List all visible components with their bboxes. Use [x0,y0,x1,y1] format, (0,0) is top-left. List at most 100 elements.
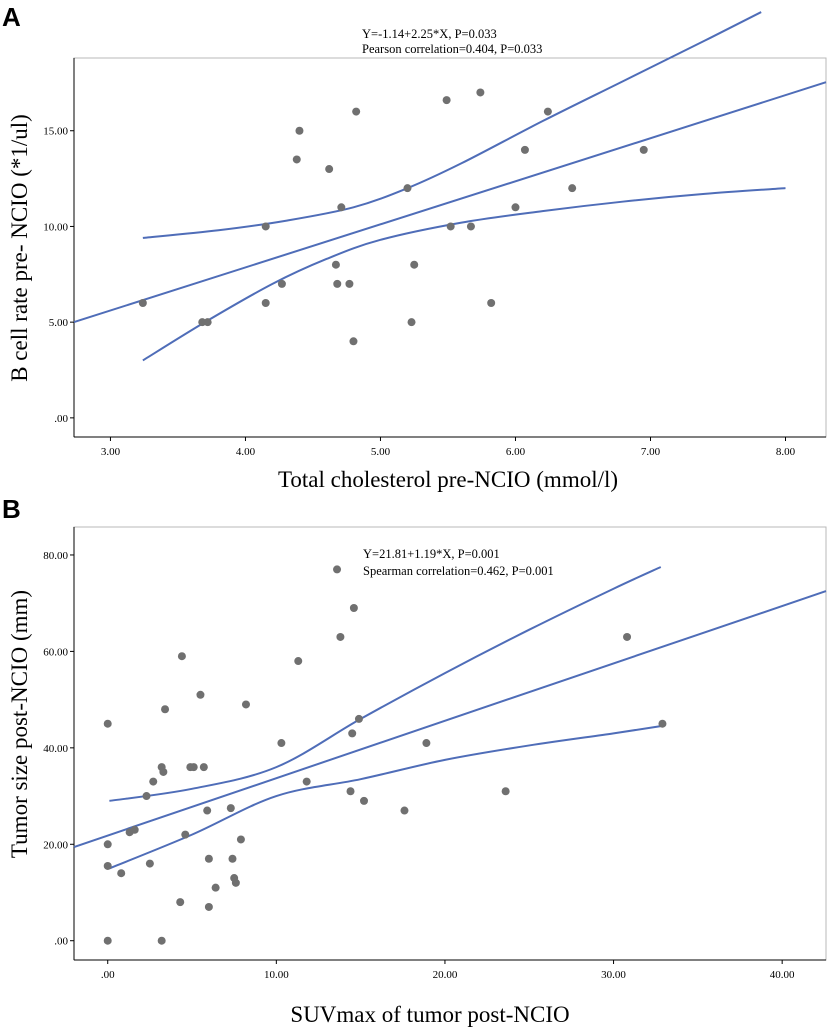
y-tick-label-b: .00 [54,936,68,948]
data-point-b [354,714,363,723]
plot-area-a [73,57,827,438]
data-point-b [199,763,208,772]
data-point-b [333,565,342,574]
data-point-b [130,825,139,834]
regression-line-b [73,590,827,848]
x-tick-label-b: 10.00 [264,969,289,981]
data-point-b [360,796,369,805]
data-point-b [236,835,245,844]
data-point-b [241,700,250,709]
data-point-b [177,652,186,661]
y-ticks-a: .00 5.00 10.00 15.00 [43,126,74,425]
x-ticks-a: 3.00 4.00 5.00 6.00 7.00 8.00 [101,437,796,458]
data-point-a [295,126,304,135]
data-point-b [349,604,358,613]
data-point-b [159,767,168,776]
data-point-a [487,299,496,308]
data-point-a [543,107,552,116]
data-point-b [103,861,112,870]
plot-area-b [73,526,827,961]
x-axis-title-a: Total cholesterol pre-NCIO (mmol/l) [278,467,618,492]
y-tick-label-a: 10.00 [43,221,68,233]
x-tick-label-b: 30.00 [601,969,626,981]
x-tick-label-b: 40.00 [770,969,795,981]
data-point-b [103,936,112,945]
data-point-b [277,739,286,748]
ci-upper-line-b [109,566,662,802]
data-point-a [337,203,346,212]
data-point-b [231,878,240,887]
x-tick-label-a: 4.00 [236,446,256,458]
data-point-a [511,203,520,212]
data-point-a [261,299,270,308]
data-point-a [466,222,475,231]
data-point-a [261,222,270,231]
data-point-a [333,279,342,288]
y-tick-label-b: 80.00 [43,550,68,562]
data-point-a [446,222,455,231]
data-point-b [157,936,166,945]
y-tick-label-b: 20.00 [43,839,68,851]
x-tick-label-a: 5.00 [371,446,391,458]
ci-upper-line-a [142,11,762,239]
y-tick-label-a: .00 [54,413,68,425]
data-point-b [211,883,220,892]
x-tick-label-a: 7.00 [641,446,661,458]
x-axis-title-b: SUVmax of tumor post-NCIO [290,1002,569,1027]
y-tick-label-b: 40.00 [43,743,68,755]
data-point-b [103,840,112,849]
panel-letter-b: B [2,494,21,524]
data-point-a [138,299,147,308]
data-point-a [403,184,412,193]
y-tick-label-a: 15.00 [43,126,68,138]
data-point-a [331,260,340,269]
ci-lower-line-a [142,187,786,362]
chart-b: B .00 10.00 20.00 30.00 40.00 .00 20.00 40.00 6… [2,494,827,1027]
data-point-b [181,830,190,839]
y-axis-title-b: Tumor size post-NCIO (mm) [7,590,32,858]
y-axis-title-a: B cell rate pre- NCIO (*1/ul) [7,114,32,382]
y-tick-label-b: 60.00 [43,646,68,658]
data-point-a [349,337,358,346]
x-tick-label-b: .00 [101,969,115,981]
data-point-b [161,705,170,714]
data-point-b [226,804,235,813]
data-point-a [639,145,648,154]
data-point-b [204,902,213,911]
data-point-b [142,792,151,801]
data-point-b [336,632,345,641]
data-point-b [103,719,112,728]
data-point-b [228,854,237,863]
data-point-b [196,690,205,699]
data-point-a [442,96,451,105]
x-tick-label-a: 3.00 [101,446,121,458]
data-point-a [476,88,485,97]
data-point-a [352,107,361,116]
data-point-a [292,155,301,164]
data-point-b [294,657,303,666]
x-tick-label-a: 6.00 [506,446,526,458]
y-ticks-b: .00 20.00 40.00 60.00 80.00 [43,550,74,948]
data-point-b [346,787,355,796]
data-point-a [410,260,419,269]
data-point-a [203,318,212,327]
data-point-a [277,279,286,288]
x-tick-label-a: 8.00 [776,446,796,458]
data-point-a [407,318,416,327]
annotation-correlation-a: Pearson correlation=0.404, P=0.033 [362,42,542,56]
data-point-b [422,739,431,748]
data-point-b [176,898,185,907]
data-point-b [117,869,126,878]
data-point-b [189,763,198,772]
data-point-b [348,729,357,738]
annotation-regression-b: Y=21.81+1.19*X, P=0.001 [363,547,500,561]
x-ticks-b: .00 10.00 20.00 30.00 40.00 [101,960,795,981]
regression-line-a [73,81,827,324]
data-point-b [623,632,632,641]
data-point-b [204,854,213,863]
annotation-correlation-b: Spearman correlation=0.462, P=0.001 [363,564,554,578]
data-point-b [203,806,212,815]
chart-a: A 3.00 4.00 5.00 6.00 7.00 8.00 .00 5.00 10.00 1… [2,2,827,492]
data-point-b [149,777,158,786]
